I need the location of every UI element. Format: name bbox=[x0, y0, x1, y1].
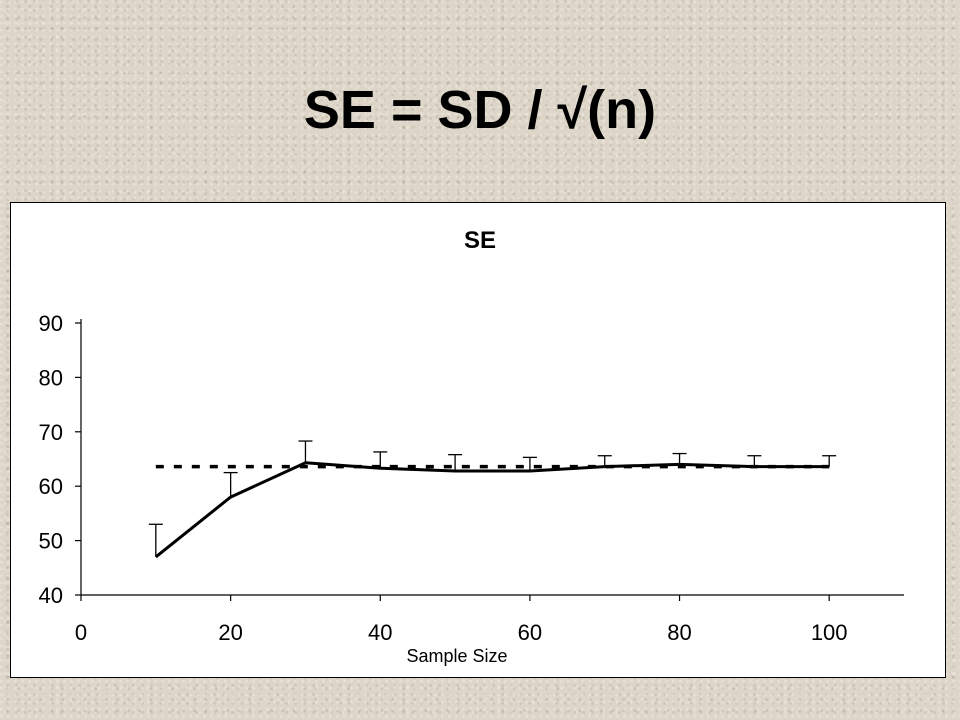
x-axis: 0 20 40 60 80 100 bbox=[75, 594, 904, 645]
y-tick-label: 40 bbox=[39, 583, 63, 608]
y-tick-label: 60 bbox=[39, 474, 63, 499]
x-tick-label: 20 bbox=[218, 620, 242, 645]
y-tick-label: 70 bbox=[39, 420, 63, 445]
chart-title: SE bbox=[464, 227, 496, 254]
x-tick-label: 60 bbox=[518, 620, 542, 645]
slide-title: SE = SD / √(n) bbox=[303, 80, 657, 140]
series-group bbox=[148, 440, 837, 559]
x-tick-label: 0 bbox=[75, 620, 87, 645]
x-tick-label: 80 bbox=[667, 620, 691, 645]
y-tick-label: 80 bbox=[39, 365, 63, 390]
y-tick-label: 90 bbox=[39, 311, 63, 336]
chart-svg: SE 40 50 60 70 80 90 0 20 40 60 80 100 Sample Size bbox=[39, 227, 904, 666]
y-axis: 40 50 60 70 80 90 bbox=[39, 311, 82, 608]
y-tick-label: 50 bbox=[39, 529, 63, 554]
series-line-solid bbox=[154, 461, 830, 559]
x-tick-label: 100 bbox=[811, 620, 848, 645]
x-tick-label: 40 bbox=[368, 620, 392, 645]
chart-frame: SE 40 50 60 70 80 90 0 20 40 60 80 100 Sample Size bbox=[10, 202, 946, 678]
x-axis-label: Sample Size bbox=[406, 646, 507, 666]
